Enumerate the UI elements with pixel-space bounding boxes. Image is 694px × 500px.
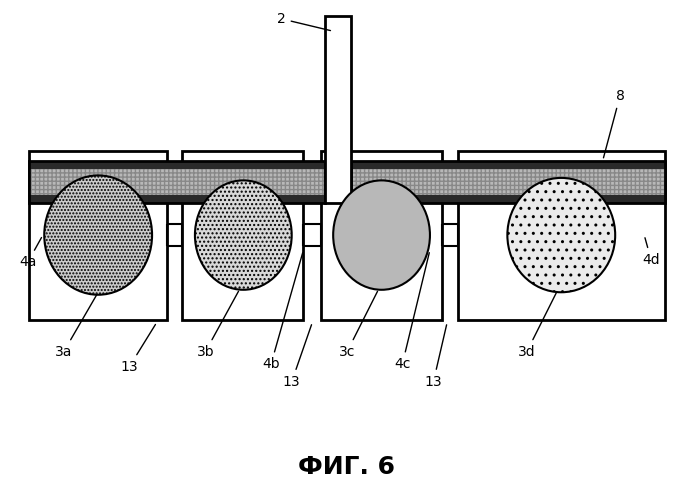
Text: 4a: 4a bbox=[19, 238, 42, 270]
Text: 3d: 3d bbox=[518, 292, 557, 359]
Bar bbox=[351, 160, 665, 203]
Bar bbox=[321, 150, 442, 320]
Text: 4c: 4c bbox=[394, 252, 430, 372]
Bar bbox=[29, 160, 325, 203]
Bar bbox=[29, 160, 325, 170]
Text: 3a: 3a bbox=[55, 294, 96, 359]
Bar bbox=[183, 150, 303, 320]
Text: 13: 13 bbox=[425, 325, 447, 389]
Text: 3b: 3b bbox=[196, 291, 239, 359]
Bar bbox=[351, 160, 665, 170]
Text: 13: 13 bbox=[121, 324, 155, 374]
Text: 4b: 4b bbox=[262, 252, 303, 372]
Ellipse shape bbox=[333, 180, 430, 290]
Text: 8: 8 bbox=[604, 89, 625, 158]
Bar bbox=[29, 195, 325, 203]
Bar bbox=[351, 160, 665, 203]
Text: 3c: 3c bbox=[339, 292, 378, 359]
Bar bbox=[29, 150, 167, 320]
Text: 2: 2 bbox=[277, 12, 330, 30]
Bar bbox=[351, 195, 665, 203]
Text: 13: 13 bbox=[283, 324, 312, 389]
Bar bbox=[29, 160, 325, 203]
Ellipse shape bbox=[195, 180, 291, 290]
Bar bbox=[457, 150, 665, 320]
Ellipse shape bbox=[507, 178, 615, 292]
Bar bbox=[325, 16, 351, 203]
Text: 4d: 4d bbox=[643, 238, 660, 267]
Ellipse shape bbox=[44, 176, 152, 294]
Text: ФИГ. 6: ФИГ. 6 bbox=[298, 454, 396, 478]
